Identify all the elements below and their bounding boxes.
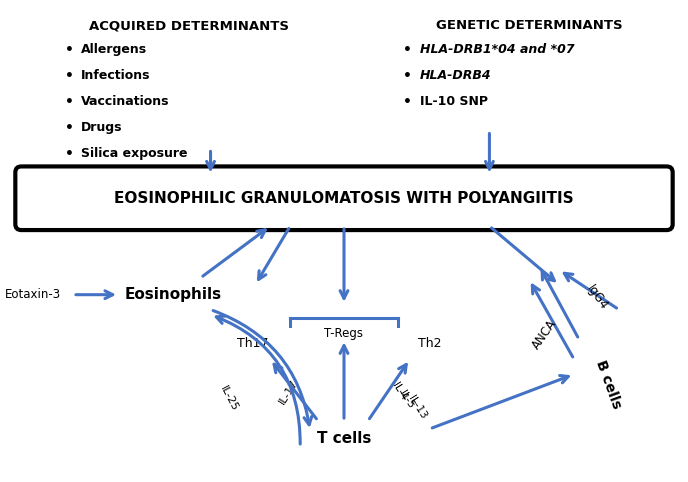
Text: Allergens: Allergens [81, 43, 147, 56]
Text: •: • [65, 120, 74, 134]
Text: IL-10 SNP: IL-10 SNP [420, 95, 488, 108]
Text: B cells: B cells [594, 358, 624, 410]
Text: •: • [403, 69, 412, 83]
Text: HLA-DRB1*04 and *07: HLA-DRB1*04 and *07 [420, 43, 574, 56]
Text: T-Regs: T-Regs [325, 327, 363, 340]
Text: •: • [65, 95, 74, 109]
Text: Silica exposure: Silica exposure [81, 147, 188, 160]
Text: •: • [65, 43, 74, 57]
Text: Infections: Infections [81, 69, 151, 82]
Text: Eosinophils: Eosinophils [125, 287, 222, 302]
Text: ANCA: ANCA [529, 317, 559, 352]
Text: Th2: Th2 [418, 337, 442, 350]
Text: •: • [65, 147, 74, 161]
Text: IL-13: IL-13 [407, 393, 429, 421]
Text: IL-5: IL-5 [398, 388, 416, 410]
Text: Vaccinations: Vaccinations [81, 95, 169, 108]
Text: IL-25: IL-25 [217, 385, 239, 414]
Text: •: • [65, 69, 74, 83]
Text: IL-4: IL-4 [390, 380, 409, 402]
Text: EOSINOPHILIC GRANULOMATOSIS WITH POLYANGIITIS: EOSINOPHILIC GRANULOMATOSIS WITH POLYANG… [114, 191, 574, 206]
Text: HLA-DRB4: HLA-DRB4 [420, 69, 491, 82]
Text: Eotaxin-3: Eotaxin-3 [6, 288, 61, 301]
FancyBboxPatch shape [15, 166, 673, 230]
Text: Drugs: Drugs [81, 120, 122, 134]
Text: •: • [403, 95, 412, 109]
Text: ACQUIRED DETERMINANTS: ACQUIRED DETERMINANTS [89, 19, 289, 32]
Text: GENETIC DETERMINANTS: GENETIC DETERMINANTS [436, 19, 623, 32]
Text: •: • [403, 43, 412, 57]
Text: IgG4: IgG4 [583, 282, 610, 313]
Text: T cells: T cells [316, 431, 372, 446]
Text: IL-17: IL-17 [277, 378, 300, 406]
Text: Th17: Th17 [237, 337, 268, 350]
